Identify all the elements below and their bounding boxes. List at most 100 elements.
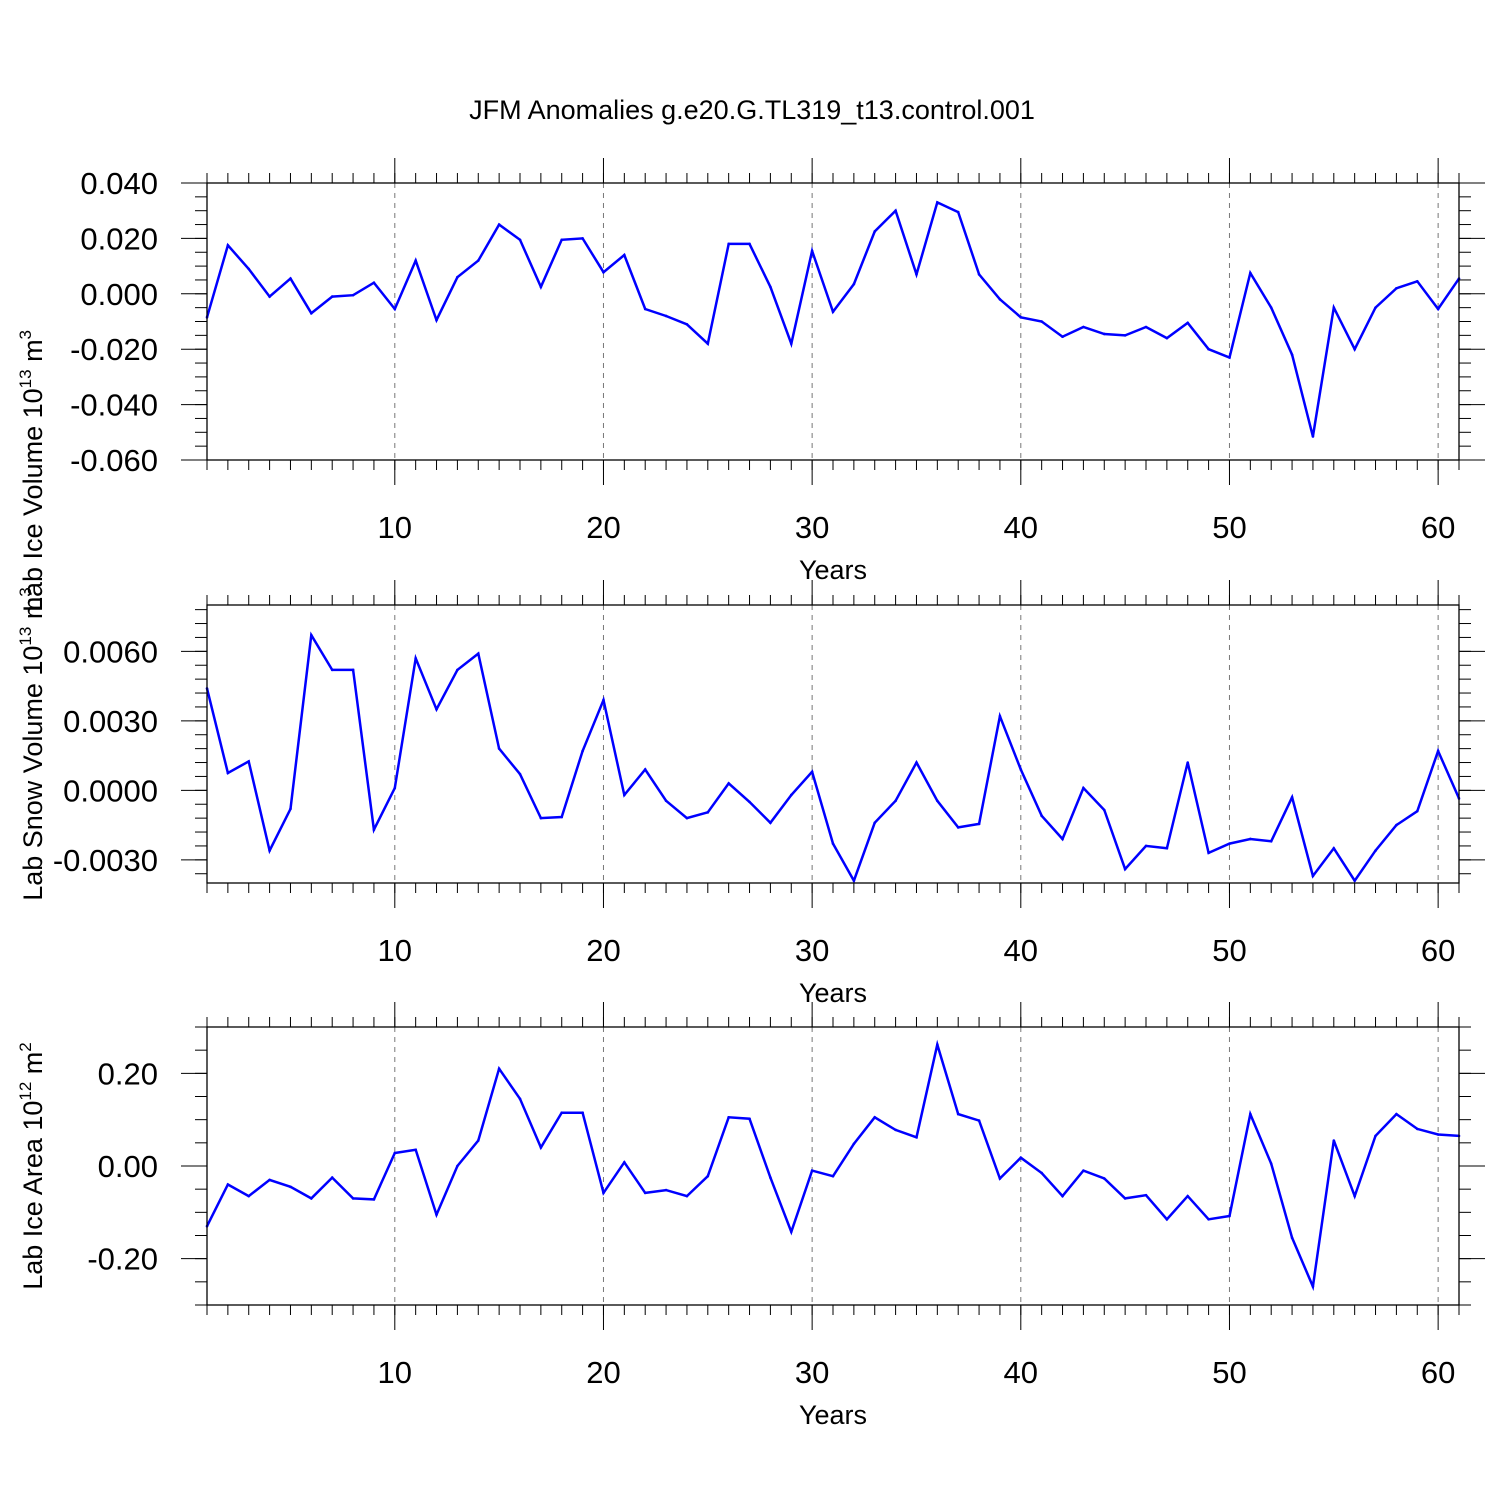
data-point — [748, 242, 751, 246]
data-point — [852, 879, 856, 882]
data-point — [894, 799, 897, 803]
data-point — [1123, 867, 1127, 871]
data-point — [1207, 851, 1210, 855]
data-point — [602, 698, 605, 702]
data-point — [1290, 1236, 1294, 1240]
data-point — [247, 760, 251, 763]
chart-title: JFM Anomalies g.e20.G.TL319_t13.control.… — [469, 95, 1035, 125]
data-point — [414, 259, 417, 262]
data-point — [268, 295, 271, 298]
data-point — [1436, 307, 1440, 311]
data-point — [1040, 320, 1043, 323]
data-point — [1102, 808, 1106, 812]
data-point — [623, 793, 626, 797]
data-point — [852, 1142, 856, 1146]
data-point — [789, 793, 793, 797]
x-axis-label: Years — [799, 555, 867, 585]
data-point — [1082, 325, 1085, 329]
data-point — [1144, 325, 1148, 329]
data-point — [560, 815, 564, 819]
data-point — [643, 768, 647, 771]
data-point — [226, 771, 230, 775]
panel-2: 10 20 30 40 50 60 0.0060 0.0030 0.0000 -0.0030 Yea… — [16, 580, 1485, 1008]
data-point — [1019, 1156, 1023, 1159]
data-point — [894, 1128, 897, 1132]
data-point — [873, 230, 877, 233]
data-point — [1269, 306, 1273, 309]
x-tick-label: 40 — [1004, 510, 1038, 545]
data-point — [456, 668, 459, 672]
data-point — [1102, 1177, 1106, 1180]
x-tick-label: 30 — [795, 510, 829, 545]
data-point — [1311, 874, 1315, 878]
data-point — [372, 1198, 376, 1201]
data-point — [1228, 1214, 1231, 1218]
data-point — [268, 849, 271, 852]
x-axis-label: Years — [799, 1400, 867, 1430]
plot-frame — [206, 1026, 1460, 1306]
data-point — [602, 270, 605, 274]
data-point — [831, 310, 835, 314]
data-point — [643, 1191, 647, 1195]
data-point — [685, 322, 689, 326]
y-tick-label: -0.0030 — [53, 843, 158, 878]
data-point — [956, 826, 960, 829]
data-point — [1019, 316, 1023, 319]
x-tick-label: 10 — [378, 510, 412, 545]
data-point — [497, 747, 501, 750]
y-tick-label: -0.060 — [70, 443, 158, 478]
panel-3: 10 20 30 40 50 60 0.20 0.00 -0.20 Years Lab Ice Ar… — [16, 1002, 1485, 1430]
data-point — [1332, 846, 1336, 850]
data-point — [435, 318, 438, 322]
panel-1: 10 20 30 40 50 60 0.040 0.020 0.000 -0.020 -0.040 -… — [16, 158, 1485, 612]
data-point — [998, 298, 1002, 301]
x-tick-label: 50 — [1212, 510, 1246, 545]
y-tick-label: -0.020 — [70, 332, 158, 367]
data-point — [372, 828, 376, 832]
y-tick-label: -0.040 — [70, 388, 158, 423]
x-tick-label: 60 — [1421, 1355, 1455, 1390]
y-tick-label: 0.00 — [98, 1149, 158, 1184]
data-point — [706, 342, 710, 345]
data-point — [1269, 840, 1273, 843]
data-point — [1415, 1127, 1419, 1131]
data-point — [915, 761, 918, 764]
data-point — [372, 281, 376, 285]
data-point — [1082, 786, 1085, 790]
x-tick-label: 40 — [1004, 933, 1038, 968]
data-point — [602, 1191, 605, 1195]
data-point — [873, 1116, 877, 1119]
data-point — [769, 821, 772, 825]
x-tick-label: 30 — [795, 1355, 829, 1390]
data-point — [539, 1146, 543, 1149]
data-point — [1228, 356, 1231, 359]
data-point — [1186, 321, 1190, 325]
data-point — [1102, 332, 1106, 336]
data-point — [810, 249, 814, 253]
data-point — [1061, 837, 1064, 841]
data-point — [1290, 353, 1294, 357]
data-point — [310, 633, 313, 637]
data-point — [330, 295, 334, 298]
y-tick-label: 0.0030 — [63, 704, 158, 739]
data-point — [1249, 1112, 1252, 1116]
data-point — [998, 714, 1002, 718]
data-point — [623, 253, 626, 257]
data-point — [456, 1164, 459, 1168]
data-point — [456, 275, 459, 279]
data-point — [310, 1197, 313, 1200]
data-point — [1269, 1162, 1273, 1165]
data-point — [727, 782, 730, 785]
data-point — [497, 223, 501, 226]
data-point — [560, 238, 564, 242]
data-point — [1186, 1194, 1190, 1198]
x-tick-label: 60 — [1421, 510, 1455, 545]
data-point — [1374, 306, 1377, 309]
y-axis-label: Lab Snow Volume 1013 m3 — [16, 587, 48, 901]
data-point — [1186, 761, 1190, 764]
data-point — [1332, 306, 1336, 309]
data-point — [1353, 879, 1356, 882]
data-point — [539, 816, 543, 820]
data-point — [1040, 814, 1043, 818]
x-tick-label: 30 — [795, 933, 829, 968]
